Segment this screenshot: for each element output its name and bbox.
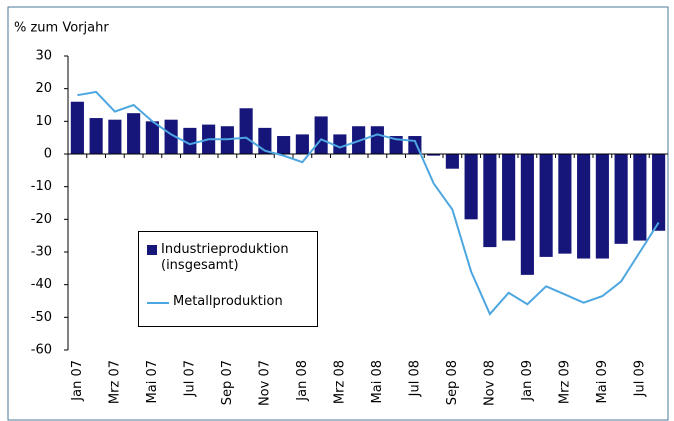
legend-label: Metallproduktion xyxy=(173,294,283,309)
bar xyxy=(595,154,609,259)
y-tick-label: 20 xyxy=(35,81,52,96)
x-tick-label: Mai 09 xyxy=(595,360,610,403)
bar xyxy=(633,154,647,241)
x-tick-label: Jan 09 xyxy=(520,360,535,402)
bar xyxy=(183,127,197,154)
bar xyxy=(295,134,309,154)
bar xyxy=(145,121,159,154)
frame xyxy=(7,6,669,421)
bar xyxy=(164,119,178,154)
y-tick-label: 10 xyxy=(35,114,52,129)
bar xyxy=(614,154,628,244)
y-tick-label: -60 xyxy=(31,343,52,358)
bar xyxy=(70,101,84,154)
bar xyxy=(652,154,666,231)
x-tick-label: Mai 07 xyxy=(145,360,160,403)
bar xyxy=(239,108,253,154)
bar xyxy=(445,154,459,169)
bar xyxy=(483,154,497,248)
bar xyxy=(127,113,141,154)
y-tick-label: -40 xyxy=(31,277,52,292)
line xyxy=(77,90,660,316)
y-tick-label: -20 xyxy=(31,212,52,227)
bar xyxy=(502,154,516,241)
x-tick-label: Jan 07 xyxy=(70,360,85,402)
bar xyxy=(108,119,122,154)
x-tick-label: Sep 07 xyxy=(220,360,235,405)
bar xyxy=(370,126,384,154)
legend-item: Metallproduktion xyxy=(147,294,323,310)
bar xyxy=(427,154,441,156)
y-tick-label: -30 xyxy=(31,245,52,260)
y-axis-label: % zum Vorjahr xyxy=(14,21,109,36)
x-tick-label: Nov 07 xyxy=(257,360,272,406)
legend-label: Industrieproduktion (insgesamt) xyxy=(161,242,289,273)
x-tick-label: Mrz 08 xyxy=(332,360,347,404)
x-tick-label: Jul 09 xyxy=(632,360,647,397)
y-tick-label: 0 xyxy=(44,147,52,162)
legend-swatch xyxy=(147,302,169,304)
bar xyxy=(558,154,572,254)
bar xyxy=(520,154,534,275)
bar xyxy=(577,154,591,259)
x-tick-label: Mrz 07 xyxy=(107,360,122,404)
legend: Industrieproduktion (insgesamt) Metallpr… xyxy=(138,231,318,327)
x-tick-label: Jul 08 xyxy=(407,360,422,397)
legend-swatch xyxy=(147,245,157,255)
legend-item: Industrieproduktion (insgesamt) xyxy=(147,242,311,274)
x-tick-label: Sep 08 xyxy=(445,360,460,405)
x-tick-label: Jul 07 xyxy=(182,360,197,397)
bar xyxy=(464,154,478,220)
x-tick-label: Mai 08 xyxy=(370,360,385,403)
y-tick-label: 30 xyxy=(35,49,52,64)
bar xyxy=(333,134,347,154)
bar xyxy=(314,116,328,154)
x-tick-label: Mrz 09 xyxy=(557,360,572,404)
x-tick-label: Nov 08 xyxy=(482,360,497,406)
y-tick-label: -50 xyxy=(31,310,52,325)
y-tick-label: -10 xyxy=(31,179,52,194)
bar xyxy=(539,154,553,257)
bar xyxy=(89,118,103,154)
x-tick-label: Jan 08 xyxy=(295,360,310,402)
bar xyxy=(277,136,291,154)
